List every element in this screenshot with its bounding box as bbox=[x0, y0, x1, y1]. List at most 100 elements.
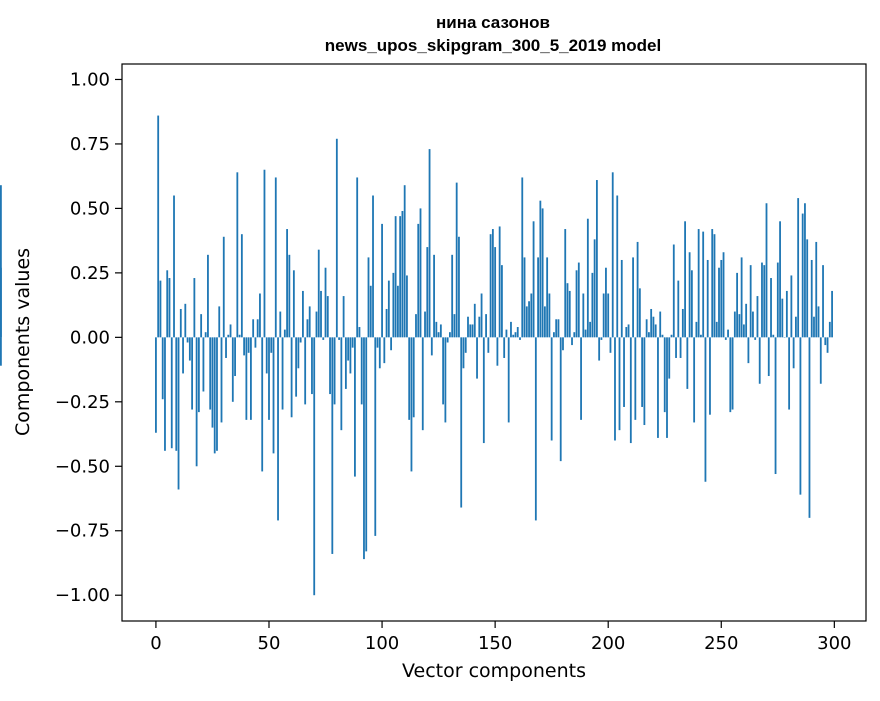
bar bbox=[352, 337, 354, 347]
bar bbox=[438, 332, 440, 337]
bar bbox=[533, 221, 535, 337]
bar bbox=[334, 337, 336, 404]
bar bbox=[630, 337, 632, 443]
bar bbox=[818, 306, 820, 337]
bar bbox=[526, 306, 528, 337]
y-tick-label: 1.00 bbox=[70, 69, 110, 90]
bar bbox=[234, 337, 236, 376]
bar bbox=[569, 291, 571, 337]
bar bbox=[510, 322, 512, 337]
bar bbox=[487, 337, 489, 352]
bar bbox=[345, 337, 347, 389]
bar bbox=[766, 203, 768, 337]
bar bbox=[659, 312, 661, 338]
bar bbox=[460, 337, 462, 507]
bar bbox=[250, 337, 252, 420]
bar bbox=[223, 237, 225, 338]
bar bbox=[763, 265, 765, 337]
bar bbox=[691, 270, 693, 337]
bar bbox=[725, 337, 727, 340]
bar bbox=[515, 332, 517, 337]
bar bbox=[444, 337, 446, 422]
bar bbox=[169, 278, 171, 337]
bar bbox=[259, 294, 261, 338]
bar bbox=[741, 257, 743, 337]
bar bbox=[517, 327, 519, 337]
bar bbox=[293, 270, 295, 337]
bar bbox=[802, 214, 804, 338]
bar bbox=[770, 278, 772, 337]
bar bbox=[164, 337, 166, 450]
bar bbox=[646, 319, 648, 337]
bar bbox=[336, 139, 338, 338]
bar bbox=[757, 296, 759, 337]
bar bbox=[521, 177, 523, 337]
bar bbox=[680, 337, 682, 358]
bar bbox=[388, 281, 390, 338]
bar bbox=[612, 172, 614, 337]
bar bbox=[555, 319, 557, 337]
bar bbox=[657, 337, 659, 438]
bar bbox=[619, 337, 621, 430]
bar bbox=[200, 314, 202, 337]
bar bbox=[279, 312, 281, 338]
bar bbox=[542, 208, 544, 337]
bar bbox=[402, 211, 404, 337]
bar bbox=[829, 322, 831, 337]
y-axis-label: Components values bbox=[12, 248, 34, 436]
bar bbox=[268, 337, 270, 420]
bar bbox=[241, 234, 243, 337]
bar bbox=[451, 255, 453, 338]
bar bbox=[474, 304, 476, 338]
bar bbox=[413, 337, 415, 417]
bar bbox=[397, 286, 399, 338]
bar bbox=[426, 247, 428, 337]
bar bbox=[309, 306, 311, 337]
bar bbox=[723, 252, 725, 337]
bar bbox=[399, 216, 401, 337]
bar bbox=[750, 265, 752, 337]
bar bbox=[591, 273, 593, 337]
bar bbox=[628, 324, 630, 337]
bar bbox=[800, 337, 802, 494]
bar bbox=[684, 221, 686, 337]
bar bbox=[318, 250, 320, 338]
bar bbox=[456, 183, 458, 338]
bar bbox=[503, 337, 505, 358]
bar bbox=[363, 337, 365, 559]
bar bbox=[216, 337, 218, 450]
bar bbox=[668, 337, 670, 378]
y-tick-label: −1.00 bbox=[55, 585, 110, 606]
bar bbox=[463, 337, 465, 368]
bar bbox=[313, 337, 315, 595]
bar bbox=[284, 330, 286, 338]
bar bbox=[603, 294, 605, 338]
bar bbox=[225, 337, 227, 358]
bar bbox=[535, 337, 537, 520]
bar bbox=[257, 319, 259, 337]
bar bbox=[261, 337, 263, 471]
bar bbox=[422, 337, 424, 430]
bar bbox=[528, 301, 530, 337]
bar bbox=[180, 309, 182, 337]
bar bbox=[286, 229, 288, 337]
bar bbox=[738, 314, 740, 337]
bar bbox=[304, 337, 306, 404]
bar bbox=[666, 337, 668, 438]
bar bbox=[562, 337, 564, 350]
bar bbox=[236, 172, 238, 337]
bar bbox=[0, 268, 2, 338]
y-tick-label: 0.00 bbox=[70, 327, 110, 348]
bar bbox=[331, 337, 333, 554]
bar bbox=[322, 337, 324, 340]
x-tick-label: 200 bbox=[591, 633, 625, 654]
bar bbox=[537, 257, 539, 337]
bar bbox=[370, 286, 372, 338]
bar bbox=[634, 337, 636, 420]
bar bbox=[790, 275, 792, 337]
bar bbox=[162, 337, 164, 399]
bar bbox=[605, 268, 607, 338]
bar bbox=[420, 208, 422, 337]
